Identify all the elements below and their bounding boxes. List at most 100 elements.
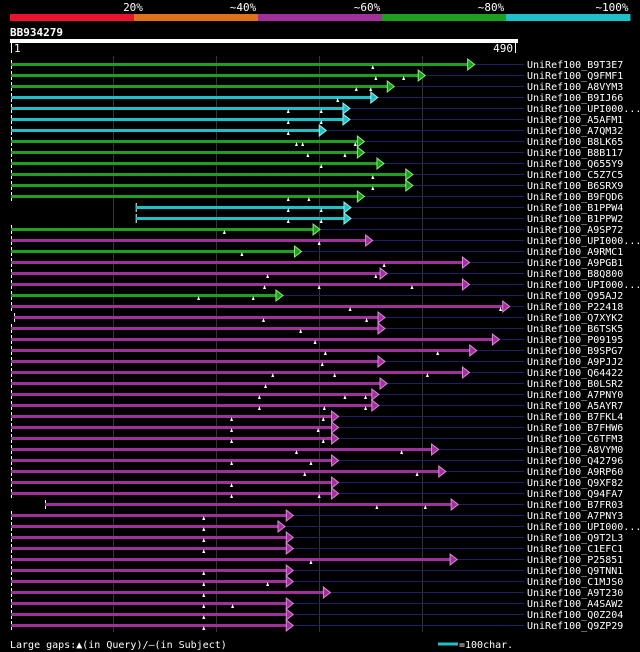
hit-row[interactable]: UniRef100_B7FR03 — [45, 497, 623, 512]
hit-row[interactable]: UniRef100_A5AFM1 — [11, 112, 623, 127]
hit-row[interactable]: UniRef100_A8VYM0 — [11, 442, 623, 457]
hit-label[interactable]: UniRef100_A4SAW2 — [527, 599, 623, 610]
hit-bar[interactable] — [11, 404, 374, 407]
hit-bar[interactable] — [11, 547, 289, 550]
hit-bar[interactable] — [11, 360, 380, 363]
hit-label[interactable]: UniRef100_A9PGB1 — [527, 258, 623, 269]
hit-label[interactable]: UniRef100_A5AYR7 — [527, 401, 623, 412]
hit-bar[interactable] — [11, 481, 334, 484]
hit-label[interactable]: UniRef100_UPI000... — [527, 104, 640, 115]
hit-label[interactable]: UniRef100_Q64422 — [527, 368, 623, 379]
hit-bar[interactable] — [11, 437, 334, 440]
hit-bar[interactable] — [11, 514, 289, 517]
hit-label[interactable]: UniRef100_B1PPW4 — [527, 203, 623, 214]
hit-row[interactable]: UniRef100_A9RP60 — [11, 464, 623, 479]
hit-row[interactable]: UniRef100_B9IJ66 — [11, 90, 623, 105]
hit-label[interactable]: UniRef100_A8VYM3 — [527, 82, 623, 93]
hit-label[interactable]: UniRef100_C5Z7C5 — [527, 170, 623, 181]
hit-bar[interactable] — [11, 107, 345, 110]
hit-bar[interactable] — [11, 74, 421, 77]
hit-row[interactable]: UniRef100_B0LSR2 — [11, 376, 623, 391]
hit-row[interactable]: UniRef100_A7PNY3 — [11, 508, 623, 523]
hit-label[interactable]: UniRef100_B9SPG7 — [527, 346, 623, 357]
hit-row[interactable]: UniRef100_B8Q800 — [11, 266, 623, 281]
hit-label[interactable]: UniRef100_Q9XF82 — [527, 478, 623, 489]
hit-label[interactable]: UniRef100_B8B117 — [527, 148, 623, 159]
hit-row[interactable]: UniRef100_A9PJJ2 — [11, 354, 623, 369]
hit-label[interactable]: UniRef100_Q9T2L3 — [527, 533, 623, 544]
hit-row[interactable]: UniRef100_B8LK65 — [11, 134, 623, 149]
hit-bar[interactable] — [11, 151, 360, 154]
hit-bar[interactable] — [11, 261, 465, 264]
hit-label[interactable]: UniRef100_A9RP60 — [527, 467, 623, 478]
hit-bar[interactable] — [11, 580, 289, 583]
hit-row[interactable]: UniRef100_Q9XF82 — [11, 475, 623, 490]
hit-row[interactable]: UniRef100_A4SAW2 — [11, 596, 623, 611]
hit-bar[interactable] — [11, 195, 360, 198]
hit-label[interactable]: UniRef100_P25851 — [527, 555, 623, 566]
hit-row[interactable]: UniRef100_A7QM32 — [11, 123, 623, 138]
hit-label[interactable]: UniRef100_P09195 — [527, 335, 623, 346]
hit-row[interactable]: UniRef100_Q9FMF1 — [11, 68, 623, 83]
hit-row[interactable]: UniRef100_A9T230 — [11, 585, 623, 600]
hit-row[interactable]: UniRef100_C1MJS0 — [11, 574, 623, 589]
hit-bar[interactable] — [11, 305, 505, 308]
hit-label[interactable]: UniRef100_B8Q800 — [527, 269, 623, 280]
hit-label[interactable]: UniRef100_A9RMC1 — [527, 247, 623, 258]
hit-bar[interactable] — [11, 338, 495, 341]
hit-label[interactable]: UniRef100_A7PNY3 — [527, 511, 623, 522]
hit-label[interactable]: UniRef100_A5AFM1 — [527, 115, 623, 126]
hit-label[interactable]: UniRef100_B9T3E7 — [527, 60, 623, 71]
hit-row[interactable]: UniRef100_B6SRX9 — [11, 178, 623, 193]
hit-label[interactable]: UniRef100_A9SP72 — [527, 225, 623, 236]
hit-row[interactable]: UniRef100_UPI000... — [11, 101, 640, 116]
hit-bar[interactable] — [11, 184, 408, 187]
hit-row[interactable]: UniRef100_A5AYR7 — [11, 398, 623, 413]
hit-label[interactable]: UniRef100_Q0Z204 — [527, 610, 623, 621]
hit-bar[interactable] — [11, 173, 408, 176]
hit-label[interactable]: UniRef100_Q9ZP29 — [527, 621, 623, 632]
hit-row[interactable]: UniRef100_C1EFC1 — [11, 541, 623, 556]
hit-row[interactable]: UniRef100_B9FQD6 — [11, 189, 623, 204]
hit-label[interactable]: UniRef100_Q95AJ2 — [527, 291, 623, 302]
hit-row[interactable]: UniRef100_Q94FA7 — [11, 486, 623, 501]
hit-row[interactable]: UniRef100_Q95AJ2 — [11, 288, 623, 303]
hit-row[interactable]: UniRef100_A9PGB1 — [11, 255, 623, 270]
hit-row[interactable]: UniRef100_B1PPW4 — [135, 200, 624, 215]
hit-label[interactable]: UniRef100_B1PPW2 — [527, 214, 623, 225]
hit-bar[interactable] — [11, 613, 289, 616]
hit-bar[interactable] — [11, 140, 360, 143]
hit-row[interactable]: UniRef100_C5Z7C5 — [11, 167, 623, 182]
hit-bar[interactable] — [11, 228, 316, 231]
hit-bar[interactable] — [45, 503, 454, 506]
hit-row[interactable]: UniRef100_P09195 — [11, 332, 623, 347]
hit-label[interactable]: UniRef100_P22418 — [527, 302, 623, 313]
hit-bar[interactable] — [135, 206, 346, 209]
hit-label[interactable]: UniRef100_B6SRX9 — [527, 181, 623, 192]
hit-label[interactable]: UniRef100_B7FHW6 — [527, 423, 623, 434]
hit-bar[interactable] — [11, 459, 334, 462]
hit-row[interactable]: UniRef100_C6TFM3 — [11, 431, 623, 446]
hit-bar[interactable] — [11, 294, 278, 297]
hit-label[interactable]: UniRef100_C6TFM3 — [527, 434, 623, 445]
hit-row[interactable]: UniRef100_B9SPG7 — [11, 343, 623, 358]
hit-label[interactable]: UniRef100_A9T230 — [527, 588, 623, 599]
hit-label[interactable]: UniRef100_Q7XYK2 — [527, 313, 623, 324]
hit-row[interactable]: UniRef100_Q7XYK2 — [14, 310, 623, 325]
hit-row[interactable]: UniRef100_B7FKL4 — [11, 409, 623, 424]
hit-row[interactable]: UniRef100_B9T3E7 — [11, 57, 623, 72]
hit-bar[interactable] — [11, 602, 289, 605]
hit-row[interactable]: UniRef100_Q655Y9 — [11, 156, 623, 171]
hit-bar[interactable] — [11, 327, 380, 330]
hit-row[interactable]: UniRef100_A7PNY0 — [11, 387, 623, 402]
hit-label[interactable]: UniRef100_A7QM32 — [527, 126, 623, 137]
hit-bar[interactable] — [11, 415, 334, 418]
hit-bar[interactable] — [11, 85, 390, 88]
hit-label[interactable]: UniRef100_C1EFC1 — [527, 544, 623, 555]
hit-row[interactable]: UniRef100_Q9T2L3 — [11, 530, 623, 545]
hit-label[interactable]: UniRef100_B8LK65 — [527, 137, 623, 148]
hit-bar[interactable] — [11, 250, 297, 253]
hit-label[interactable]: UniRef100_B7FKL4 — [527, 412, 623, 423]
hit-label[interactable]: UniRef100_B6TSK5 — [527, 324, 623, 335]
hit-bar[interactable] — [11, 393, 374, 396]
